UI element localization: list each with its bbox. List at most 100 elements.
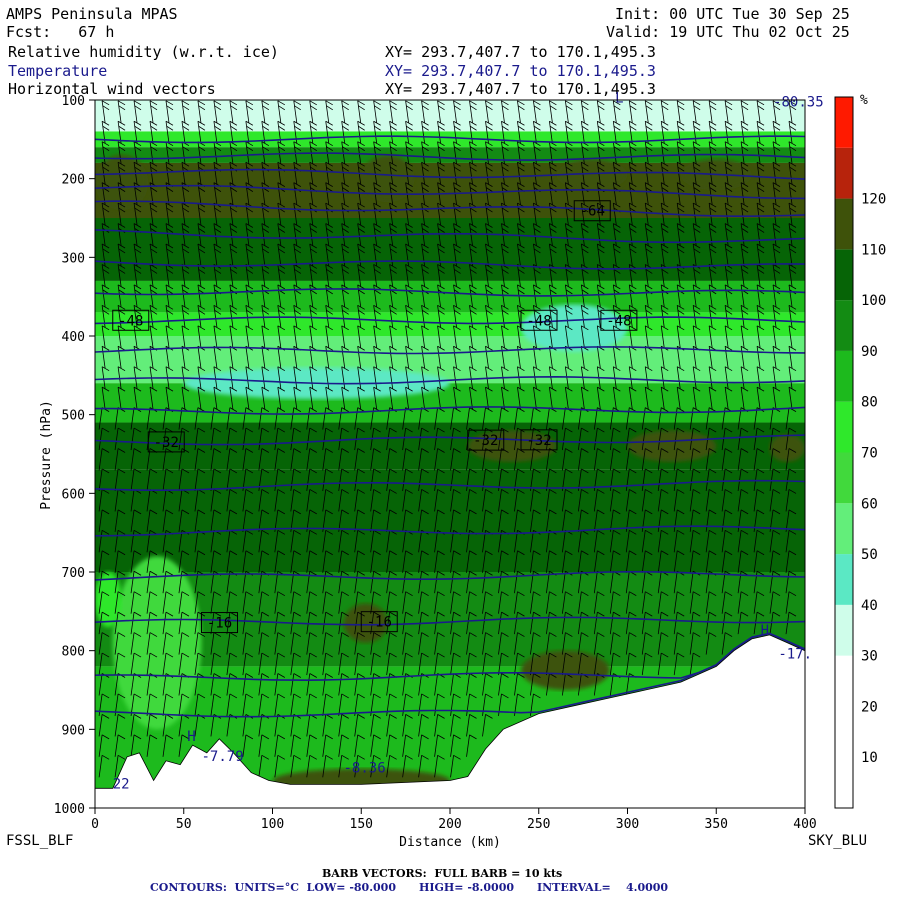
barb-flag [118,309,126,315]
barb-staff [114,509,119,532]
wind-barb [133,202,142,226]
barb-flag [724,100,733,106]
barb-flag [581,202,589,208]
barb-flag [165,570,174,576]
wind-barb [341,386,349,410]
barb-flag [692,243,701,249]
barb-staff [146,489,151,512]
wind-barb [772,202,781,226]
barb-staff [450,612,454,635]
barb-flag [245,734,254,740]
barb-staff [705,632,710,655]
barb-staff [162,612,167,635]
wind-barb [657,591,669,614]
wind-barb [466,550,477,573]
barb-flag [165,550,174,556]
barb-staff [692,121,697,144]
barb-staff [146,468,151,492]
barb-flag [453,202,461,208]
barb-staff [354,632,359,655]
field-temp-xy: XY= 293.7,407.7 to 170.1,495.3 [385,62,656,80]
wind-barb [708,202,717,226]
barb-flag [357,304,365,310]
barb-staff [197,366,202,389]
barb-flag [517,207,525,213]
barb-flag [470,289,477,295]
wind-barb [386,427,397,451]
barb-flag [213,386,222,392]
barb-flag [389,693,397,699]
barb-flag [645,611,653,617]
barb-staff [114,755,119,778]
barb-staff [708,325,713,348]
barb-staff [242,571,247,594]
barb-staff [242,652,247,676]
barb-staff [258,652,263,676]
wind-barb [434,550,445,573]
wind-barb [322,489,333,512]
barb-staff [117,366,122,389]
barb-flag [406,125,413,131]
barb-flag [342,146,349,152]
wind-barb [165,202,174,226]
barb-staff [434,489,438,512]
barb-flag [133,734,142,740]
barb-flag [613,366,621,372]
wind-barb [405,120,413,144]
barb-staff [644,203,649,226]
barb-flag [150,125,158,131]
wind-barb [641,611,653,635]
barb-flag [469,284,477,290]
barb-staff [689,407,694,430]
barb-staff [724,203,729,226]
barb-flag [470,248,477,254]
barb-flag [517,632,525,637]
barb-staff [596,243,601,267]
wind-barb [609,427,621,451]
barb-staff [370,571,375,594]
barb-flag [245,366,254,372]
wind-barb [660,182,669,205]
barb-flag [756,591,765,597]
wind-barb [133,264,142,287]
barb-flag [133,591,142,597]
barb-flag [661,228,669,233]
wind-barb [181,243,190,267]
barb-staff [450,652,454,676]
barb-staff [133,284,138,307]
wind-barb [101,366,110,389]
barb-flag [581,304,589,310]
barb-flag [549,366,557,372]
barb-flag [454,207,461,213]
barb-flag [277,550,286,556]
wind-barb [609,611,621,635]
barb-flag [262,125,270,131]
barb-staff [322,530,327,553]
barb-flag [261,754,270,760]
barb-flag [501,611,509,617]
barb-flag [661,105,669,111]
barb-flag [341,693,349,699]
wind-barb [609,550,621,573]
barb-staff [788,223,793,246]
barb-flag [277,734,286,740]
barb-flag [565,427,573,433]
barb-flag [149,550,158,556]
barb-flag [661,161,669,167]
barb-flag [261,591,270,597]
colorbar-swatch [835,503,853,555]
barb-flag [565,125,573,131]
wind-barb [373,366,381,389]
barb-staff [753,448,758,471]
barb-staff [453,162,457,185]
barb-staff [293,203,298,226]
barb-staff [577,509,582,532]
contour-label-box [600,309,638,331]
barb-staff [194,530,199,553]
wind-barb [689,489,701,512]
barb-staff [530,550,534,573]
wind-barb [593,632,605,655]
barb-flag [724,141,733,147]
barb-flag [693,187,701,192]
barb-flag [277,632,286,637]
